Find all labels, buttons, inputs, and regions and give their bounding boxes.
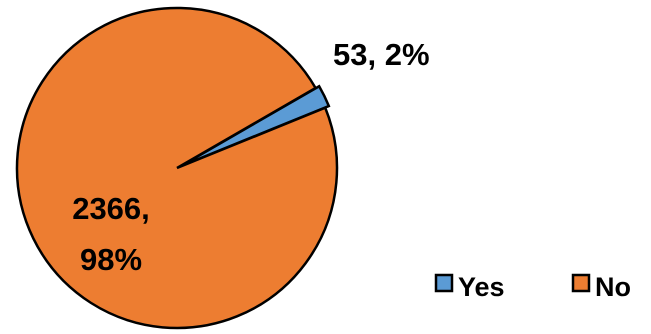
pie-slices [15, 6, 339, 330]
pie-slice-yes [179, 84, 331, 168]
data-label-line: 53, 2% [333, 37, 430, 72]
pie-data-labels: 53, 2% 2366, 98% [72, 37, 429, 277]
legend-label-yes: Yes [458, 272, 505, 302]
chart-legend: Yes No [434, 272, 631, 302]
data-label-line: 2366, [72, 191, 150, 226]
legend-swatch-yes [434, 273, 454, 293]
data-label-line: 98% [80, 242, 142, 277]
legend-label-no: No [595, 272, 631, 302]
data-label-no: 2366, 98% [72, 191, 150, 277]
legend-swatch-no [571, 273, 591, 293]
data-label-yes: 53, 2% [333, 37, 430, 72]
pie-slice-no [15, 6, 339, 330]
